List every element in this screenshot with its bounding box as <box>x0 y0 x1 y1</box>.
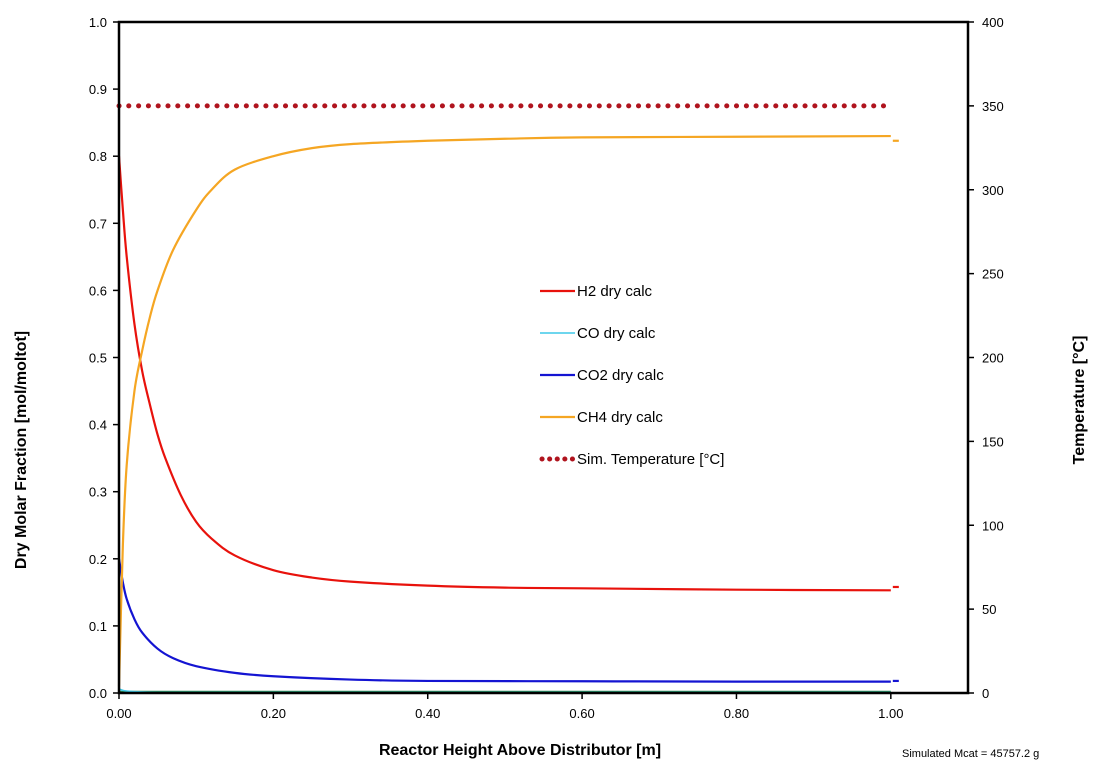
y2-tick-label: 100 <box>982 518 1004 533</box>
x-tick-label: 0.00 <box>106 706 131 721</box>
y2-tick-label: 300 <box>982 183 1004 198</box>
y2-axis-title: Temperature [°C] <box>1071 336 1088 465</box>
y-axis-left: 0.0 0.1 0.2 0.3 0.4 0.5 0.6 0.7 0.8 0.9 1.0 <box>89 15 119 701</box>
y-tick-label: 0.5 <box>89 351 107 366</box>
plot-lines <box>116 103 899 694</box>
y2-tick-label: 350 <box>982 99 1004 114</box>
y-tick-label: 0.2 <box>89 552 107 567</box>
x-axis: 0.00 0.20 0.40 0.60 0.80 1.00 <box>106 693 903 721</box>
y2-tick-label: 0 <box>982 686 989 701</box>
legend-label-h2-dry-calc: H2 dry calc <box>577 283 653 300</box>
x-tick-label: 0.20 <box>261 706 286 721</box>
simulation-note: Simulated Mcat = 45757.2 g <box>902 748 1039 760</box>
y2-tick-label: 250 <box>982 267 1004 282</box>
legend-label-ch4-dry-calc: CH4 dry calc <box>577 409 663 426</box>
y2-tick-label: 50 <box>982 602 996 617</box>
legend-label-co-dry-calc: CO dry calc <box>577 325 656 342</box>
legend-label-co2-dry-calc: CO2 dry calc <box>577 367 664 384</box>
y-axis-right: 0 50 100 150 200 250 300 350 400 <box>968 15 1004 701</box>
y-tick-label: 1.0 <box>89 15 107 30</box>
y-tick-label: 0.0 <box>89 686 107 701</box>
y-tick-label: 0.3 <box>89 485 107 500</box>
y2-tick-label: 200 <box>982 351 1004 366</box>
y-tick-label: 0.6 <box>89 283 107 298</box>
y-tick-label: 0.1 <box>89 619 107 634</box>
series-line-h2-dry-calc <box>117 156 891 592</box>
x-tick-label: 1.00 <box>878 706 903 721</box>
x-axis-title: Reactor Height Above Distributor [m] <box>379 742 661 759</box>
y-axis-title: Dry Molar Fraction [mol/moltot] <box>13 331 30 569</box>
x-tick-label: 0.40 <box>415 706 440 721</box>
x-tick-label: 0.80 <box>724 706 749 721</box>
series-line-co2-dry-calc <box>117 558 891 683</box>
y2-tick-label: 400 <box>982 15 1004 30</box>
series-line-ch4-dry-calc <box>117 134 891 687</box>
y2-tick-label: 150 <box>982 434 1004 449</box>
y-tick-label: 0.8 <box>89 149 107 164</box>
x-tick-label: 0.60 <box>569 706 594 721</box>
plot-area-frame <box>117 20 970 695</box>
y-tick-label: 0.9 <box>89 82 107 97</box>
legend-label-sim-temperature-c: Sim. Temperature [°C] <box>577 451 724 468</box>
y-tick-label: 0.4 <box>89 418 107 433</box>
legend: H2 dry calc CO dry calc CO2 dry calc CH4 dr… <box>539 283 724 468</box>
y-tick-label: 0.7 <box>89 216 107 231</box>
